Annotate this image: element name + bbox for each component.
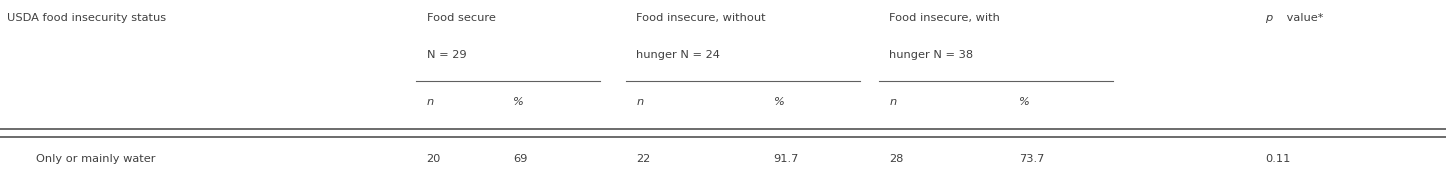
Text: Food insecure, without: Food insecure, without xyxy=(636,13,766,23)
Text: N = 29: N = 29 xyxy=(427,50,466,60)
Text: %: % xyxy=(513,97,523,107)
Text: 91.7: 91.7 xyxy=(774,154,800,164)
Text: p: p xyxy=(1265,13,1272,23)
Text: %: % xyxy=(1019,97,1030,107)
Text: 28: 28 xyxy=(889,154,904,164)
Text: 0.11: 0.11 xyxy=(1265,154,1291,164)
Text: Food secure: Food secure xyxy=(427,13,496,23)
Text: %: % xyxy=(774,97,784,107)
Text: USDA food insecurity status: USDA food insecurity status xyxy=(7,13,166,23)
Text: n: n xyxy=(427,97,434,107)
Text: hunger N = 24: hunger N = 24 xyxy=(636,50,720,60)
Text: value*: value* xyxy=(1283,13,1323,23)
Text: hunger N = 38: hunger N = 38 xyxy=(889,50,973,60)
Text: 20: 20 xyxy=(427,154,441,164)
Text: n: n xyxy=(889,97,897,107)
Text: n: n xyxy=(636,97,643,107)
Text: 22: 22 xyxy=(636,154,651,164)
Text: 69: 69 xyxy=(513,154,528,164)
Text: Food insecure, with: Food insecure, with xyxy=(889,13,1001,23)
Text: 73.7: 73.7 xyxy=(1019,154,1045,164)
Text: Only or mainly water: Only or mainly water xyxy=(36,154,156,164)
